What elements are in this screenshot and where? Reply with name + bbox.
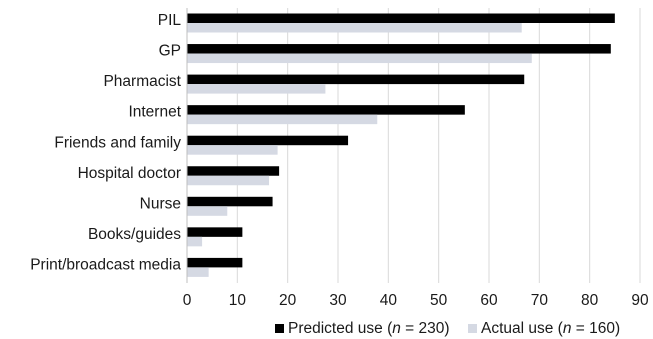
x-tick-label: 10: [229, 292, 247, 309]
bar-actual-use: [187, 236, 203, 247]
bar-predicted-use: [187, 44, 611, 54]
category-label: Print/broadcast media: [30, 256, 181, 273]
x-tick-label: 0: [183, 292, 192, 309]
category-label: Pharmacist: [103, 73, 181, 90]
legend-swatch: [275, 324, 284, 333]
x-tick-label: 20: [279, 292, 297, 309]
bar-actual-use: [187, 114, 378, 125]
bar-predicted-use: [187, 227, 243, 237]
legend: Predicted use (n = 230) Actual use (n = 1…: [275, 320, 620, 337]
category-label: Books/guides: [88, 226, 181, 243]
bar-predicted-use: [187, 196, 273, 207]
x-tick-label: 70: [531, 292, 549, 309]
category-label: Hospital doctor: [78, 165, 181, 182]
x-tick-labels: 0 10 20 30 40 50 60 70 80 90: [183, 292, 649, 309]
bar-predicted-use: [187, 135, 349, 146]
bar-actual-use: [187, 145, 278, 155]
x-tick-label: 50: [430, 292, 448, 309]
legend-swatch: [468, 324, 477, 333]
x-tick-label: 60: [480, 292, 498, 309]
x-tick-label: 90: [631, 292, 649, 309]
category-label: Internet: [128, 104, 181, 121]
category-label: Nurse: [140, 195, 181, 212]
category-label: Friends and family: [54, 134, 181, 151]
legend-label: Predicted use (n = 230): [288, 320, 450, 337]
bar-predicted-use: [187, 257, 243, 268]
bars: [187, 13, 615, 277]
category-labels: PIL GP Pharmacist Internet Friends and famil…: [30, 12, 181, 273]
bar-actual-use: [187, 23, 522, 33]
bar-actual-use: [187, 175, 270, 186]
x-tick-label: 80: [581, 292, 599, 309]
bar-actual-use: [187, 206, 228, 216]
bar-predicted-use: [187, 105, 465, 115]
bar-actual-use: [187, 53, 532, 64]
x-tick-label: 30: [329, 292, 347, 309]
bar-actual-use: [187, 267, 209, 277]
x-tick-label: 40: [380, 292, 398, 309]
bar-predicted-use: [187, 13, 615, 23]
legend-label: Actual use (n = 160): [481, 320, 620, 337]
bar-predicted-use: [187, 74, 525, 85]
bar-actual-use: [187, 84, 326, 94]
bar-predicted-use: [187, 166, 280, 176]
category-label: GP: [159, 43, 181, 60]
category-label: PIL: [158, 12, 182, 29]
